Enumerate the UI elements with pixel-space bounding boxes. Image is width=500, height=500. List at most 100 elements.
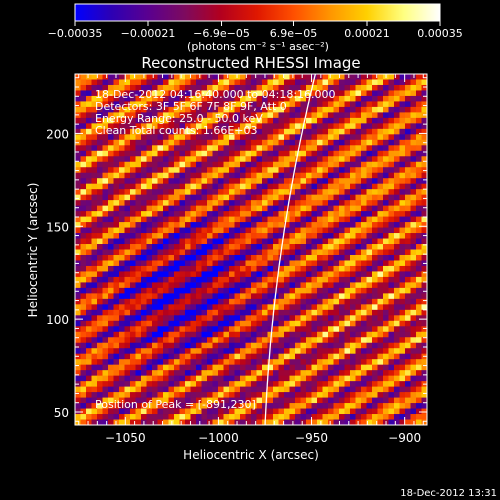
heatmap-cell: [152, 172, 158, 179]
heatmap-cell: [234, 342, 241, 349]
heatmap-cell: [75, 364, 81, 371]
heatmap-cell: [361, 315, 367, 322]
heatmap-cell: [245, 101, 252, 108]
heatmap-cell: [234, 331, 241, 338]
heatmap-cell: [190, 359, 197, 366]
x-tick-label: −950: [295, 431, 328, 445]
heatmap-cell: [405, 95, 411, 102]
heatmap-cell: [212, 112, 219, 119]
heatmap-cell: [124, 90, 131, 97]
heatmap-cell: [383, 260, 389, 267]
heatmap-cell: [124, 194, 131, 201]
heatmap-cell: [207, 205, 213, 212]
heatmap-cell: [80, 293, 87, 300]
heatmap-cell: [207, 337, 213, 344]
heatmap-cell: [328, 293, 334, 300]
heatmap-cell: [339, 254, 345, 261]
heatmap-cell: [311, 211, 318, 217]
heatmap-cell: [174, 326, 180, 333]
heatmap-cell: [174, 282, 180, 289]
heatmap-cell: [163, 348, 169, 355]
heatmap-cell: [372, 200, 378, 207]
heatmap-cell: [91, 161, 98, 168]
heatmap-cell: [251, 222, 257, 228]
heatmap-cell: [317, 222, 323, 228]
heatmap-cell: [333, 293, 340, 300]
heatmap-cell: [229, 320, 235, 327]
heatmap-cell: [190, 348, 197, 355]
heatmap-cell: [273, 271, 279, 278]
heatmap-cell: [251, 348, 257, 355]
heatmap-cell: [135, 282, 142, 289]
heatmap-cell: [201, 227, 208, 234]
heatmap-cell: [141, 244, 147, 250]
heatmap-cell: [223, 244, 230, 250]
heatmap-cell: [377, 244, 384, 250]
heatmap-cell: [322, 134, 329, 141]
heatmap-cell: [405, 156, 411, 163]
heatmap-cell: [333, 205, 340, 212]
heatmap-cell: [218, 134, 224, 141]
heatmap-cell: [113, 117, 120, 124]
heatmap-cell: [108, 348, 114, 355]
heatmap-cell: [229, 150, 235, 157]
heatmap-cell: [377, 381, 384, 388]
heatmap-cell: [333, 211, 340, 217]
heatmap-cell: [339, 309, 345, 316]
heatmap-cell: [212, 145, 219, 152]
heatmap-cell: [388, 216, 395, 223]
heatmap-cell: [262, 134, 268, 141]
heatmap-cell: [333, 287, 340, 294]
heatmap-cell: [240, 392, 246, 398]
heatmap-cell: [284, 364, 290, 371]
heatmap-cell: [295, 161, 301, 168]
heatmap-cell: [163, 211, 169, 217]
heatmap-cell: [130, 326, 136, 333]
heatmap-cell: [97, 128, 103, 135]
heatmap-cell: [190, 304, 197, 311]
heatmap-cell: [399, 139, 406, 146]
heatmap-cell: [383, 79, 389, 86]
heatmap-cell: [179, 200, 186, 207]
heatmap-cell: [284, 353, 290, 360]
heatmap-cell: [256, 134, 263, 141]
heatmap-cell: [124, 381, 131, 388]
heatmap-cell: [196, 112, 202, 119]
heatmap-cell: [196, 178, 202, 185]
heatmap-cell: [179, 392, 186, 398]
heatmap-cell: [212, 84, 219, 91]
heatmap-cell: [185, 309, 191, 316]
heatmap-cell: [256, 282, 263, 289]
heatmap-cell: [262, 254, 268, 261]
heatmap-cell: [300, 315, 307, 322]
heatmap-cell: [245, 304, 252, 311]
heatmap-cell: [108, 79, 114, 86]
heatmap-cell: [394, 287, 400, 294]
heatmap-cell: [405, 161, 411, 168]
heatmap-cell: [168, 189, 175, 196]
heatmap-cell: [273, 178, 279, 185]
heatmap-cell: [295, 260, 301, 267]
heatmap-cell: [361, 370, 367, 377]
heatmap-cell: [344, 90, 351, 97]
heatmap-cell: [416, 123, 422, 130]
heatmap-cell: [119, 178, 125, 185]
heatmap-cell: [377, 101, 384, 108]
heatmap-cell: [146, 161, 153, 168]
heatmap-cell: [350, 178, 356, 185]
heatmap-cell: [212, 128, 219, 135]
heatmap-cell: [124, 337, 131, 344]
heatmap-cell: [86, 282, 92, 289]
heatmap-cell: [141, 150, 147, 157]
heatmap-cell: [223, 172, 230, 179]
heatmap-cell: [119, 238, 125, 245]
heatmap-cell: [185, 216, 191, 223]
heatmap-cell: [207, 353, 213, 360]
heatmap-cell: [168, 414, 175, 420]
heatmap-cell: [416, 271, 422, 278]
heatmap-cell: [163, 200, 169, 207]
heatmap-cell: [108, 304, 114, 311]
heatmap-cell: [234, 117, 241, 124]
heatmap-cell: [196, 123, 202, 130]
heatmap-cell: [361, 189, 367, 196]
